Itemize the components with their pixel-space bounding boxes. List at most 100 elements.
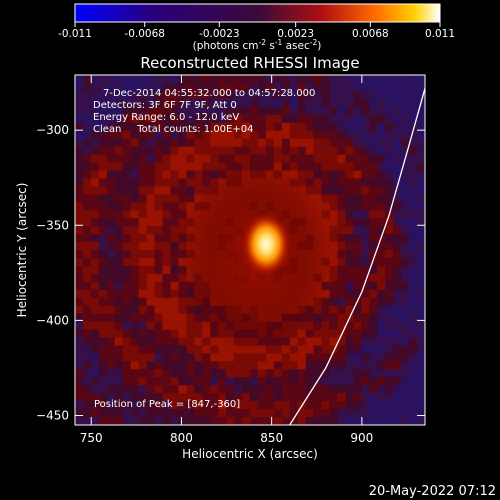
heatmap-cell [218,401,227,410]
heatmap-cell [417,210,425,219]
heatmap-cell [409,353,418,362]
heatmap-cell [385,409,394,418]
heatmap-cell [305,321,314,330]
colorbar-ticks: -0.011 -0.0068 -0.0023 0.0023 0.0068 0.011 [58,22,455,40]
heatmap-cell [409,75,418,84]
heatmap-cell [75,90,84,100]
heatmap-cell [353,154,362,163]
heatmap-cell [329,162,338,171]
heatmap-cell [281,75,291,84]
heatmap-cell [337,178,346,187]
heatmap-cell [289,377,299,386]
heatmap-cell [377,257,386,267]
heatmap-cell [170,138,179,147]
heatmap-cell [393,409,402,418]
heatmap-cell [377,385,386,394]
heatmap-cell [281,353,291,362]
heatmap-cell [114,401,124,410]
heatmap-cell [82,98,92,108]
heatmap-cell [170,114,179,124]
heatmap-cell [170,377,179,386]
heatmap-cell [257,385,267,394]
heatmap-cell [98,377,108,386]
heatmap-cell [170,289,179,299]
heatmap-cell [194,401,203,410]
heatmap-cell [353,337,362,346]
heatmap-cell [329,146,338,155]
heatmap-cell [162,106,171,116]
heatmap-cell [202,409,211,418]
heatmap-cell [122,162,131,171]
heatmap-cell [162,337,171,346]
heatmap-cell [106,377,116,386]
heatmap-cell [369,242,378,251]
heatmap-cell [409,202,418,211]
heatmap-cell [337,146,346,155]
heatmap-cell [409,329,418,338]
heatmap-cell [417,106,425,116]
heatmap-cell [154,297,163,306]
heatmap-cell [393,377,402,386]
heatmap-cell [242,361,251,370]
heatmap-cell [250,75,259,84]
heatmap-cell [170,130,179,139]
heatmap-cell [361,138,370,147]
heatmap-cell [369,329,378,338]
heatmap-cell [393,321,402,330]
heatmap-cell [202,75,211,84]
heatmap-cell [154,242,163,251]
heatmap-cell [162,234,171,243]
heatmap-cell [385,385,394,394]
heatmap-cell [393,257,402,267]
heatmap-cell [106,281,116,291]
heatmap-cell [226,154,235,163]
heatmap-cell [210,106,219,116]
heatmap-cell [130,393,139,402]
colorbar-tick-label: 0.011 [425,28,455,40]
heatmap-cell [114,281,124,291]
heatmap-cell [321,106,330,116]
heatmap-cell [393,305,402,314]
heatmap-cell [154,417,163,425]
heatmap-cell [385,178,394,187]
heatmap-cell [98,289,108,299]
heatmap-cell [329,170,338,179]
heatmap-cell [401,130,410,139]
heatmap-cell [337,289,346,299]
heatmap-cell [178,218,187,227]
heatmap-cell [401,329,410,338]
heatmap-cell [90,417,100,425]
heatmap-cell [138,234,147,243]
heatmap-cell [186,82,195,92]
heatmap-cell [186,369,195,378]
heatmap-cell [98,250,108,259]
heatmap-cell [114,194,124,203]
heatmap-cell [162,90,171,100]
heatmap-cell [194,106,203,116]
heatmap-cell [321,345,330,354]
heatmap-cell [146,82,155,92]
heatmap-cell [170,210,179,219]
heatmap-cell [281,82,291,92]
heatmap-cell [377,297,386,306]
heatmap-cell [321,130,330,139]
heatmap-cell [154,337,163,346]
heatmap-cell [305,75,314,84]
heatmap-cell [297,146,306,155]
heatmap-cell [186,146,195,155]
heatmap-cell [289,401,299,410]
heatmap-cell [90,106,100,116]
heatmap-cell [337,186,346,195]
heatmap-cell [130,154,139,163]
heatmap-cell [106,401,116,410]
heatmap-cell [162,162,171,171]
heatmap-cell [210,385,219,394]
heatmap-cell [289,345,299,354]
heatmap-cell [265,98,275,108]
heatmap-cell [122,186,131,195]
heatmap-cell [401,393,410,402]
heatmap-cell [75,138,84,147]
heatmap-cell [353,218,362,227]
heatmap-cell [289,409,299,418]
heatmap-cell [329,305,338,314]
